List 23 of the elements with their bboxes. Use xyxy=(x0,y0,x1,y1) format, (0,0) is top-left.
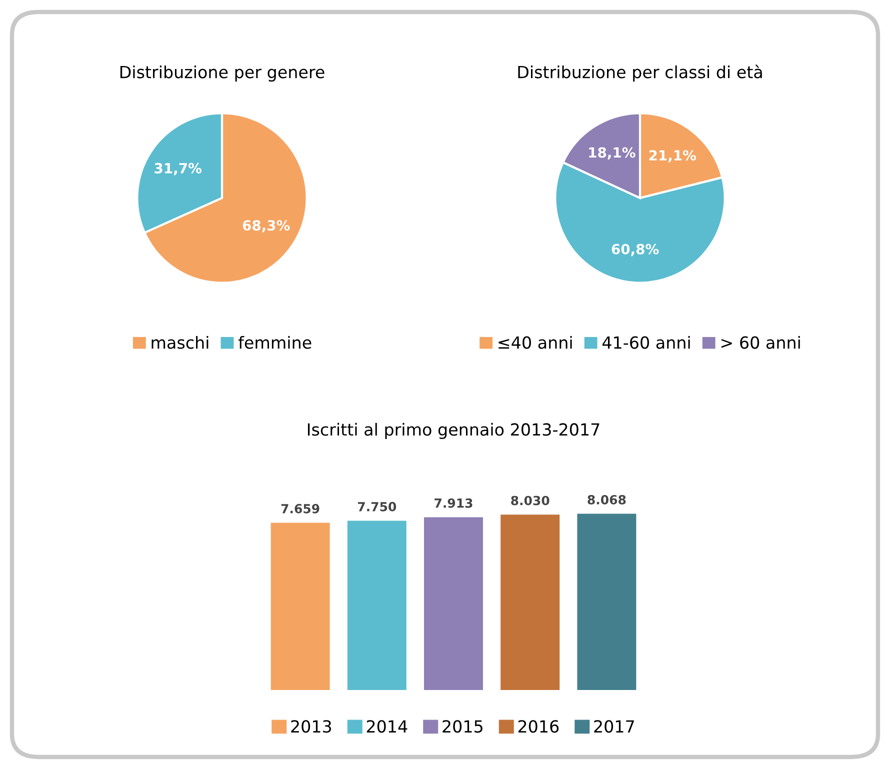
legend-label: femmine xyxy=(238,336,312,349)
legend-label: ≤40 anni xyxy=(498,336,572,349)
data-label: 8.068 xyxy=(588,494,626,504)
data-label: 7.659 xyxy=(281,504,320,514)
legend-label: 2014 xyxy=(366,720,408,733)
legend-label: 41-60 anni xyxy=(602,336,690,349)
legend-label: maschi xyxy=(152,336,208,349)
chart-title: Distribuzione per genere xyxy=(120,65,324,82)
data-label: 68,3% xyxy=(242,220,290,232)
data-label: 21,1% xyxy=(649,150,696,162)
data-label: 60,8% xyxy=(612,244,659,256)
legend-label: 2016 xyxy=(518,720,559,733)
data-label: 7.750 xyxy=(358,502,396,512)
chart-title: Distribuzione per classi di età xyxy=(518,64,762,82)
legend-label: 2013 xyxy=(291,720,332,733)
data-label: 8.030 xyxy=(511,496,550,506)
legend-label: 2017 xyxy=(594,720,634,733)
data-label: 18,1% xyxy=(589,147,636,160)
legend-label: > 60 anni xyxy=(721,336,800,349)
chart-title: Iscritti al primo gennaio 2013-2017 xyxy=(308,422,600,440)
legend-label: 2015 xyxy=(442,720,482,733)
data-label: 31,7% xyxy=(154,162,202,176)
data-label: 7.913 xyxy=(434,498,472,508)
